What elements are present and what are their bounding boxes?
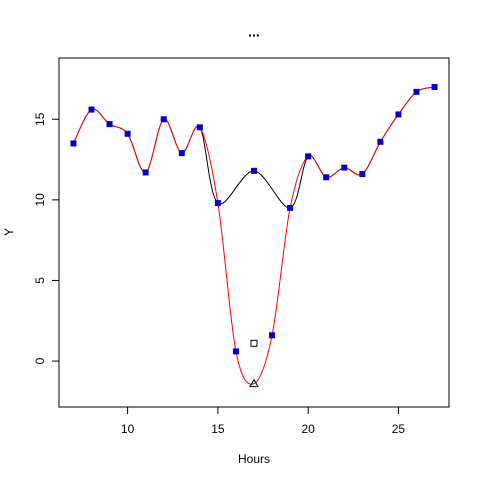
point <box>305 153 312 160</box>
y-tick-label: 10 <box>33 193 47 207</box>
point <box>249 378 259 388</box>
point <box>377 138 384 145</box>
point <box>341 164 348 171</box>
point <box>287 204 294 211</box>
point <box>214 200 221 207</box>
y-tick-label: 0 <box>33 357 47 364</box>
point <box>178 150 185 157</box>
x-tick-label: 10 <box>121 422 135 436</box>
point <box>395 111 402 118</box>
point <box>106 121 113 128</box>
line <box>73 86 435 209</box>
point <box>251 167 257 174</box>
x-axis-label: Hours <box>238 452 270 466</box>
chart-title: ... <box>248 24 260 40</box>
x-tick-label: 15 <box>211 422 225 436</box>
x-tick-label: 20 <box>301 422 315 436</box>
point <box>160 116 167 123</box>
point <box>323 174 330 181</box>
point <box>232 348 239 355</box>
point <box>431 84 438 91</box>
point <box>70 140 77 147</box>
x-tick-label: 25 <box>392 422 406 436</box>
point <box>196 124 203 131</box>
point <box>359 171 366 178</box>
point <box>142 169 149 176</box>
point <box>124 130 131 137</box>
point <box>250 339 258 347</box>
point <box>88 106 95 113</box>
y-tick-label: 15 <box>33 112 47 126</box>
y-axis-label: Y <box>2 228 16 236</box>
point <box>269 332 276 339</box>
line <box>73 86 435 385</box>
y-tick-label: 5 <box>33 277 47 284</box>
plot-frame <box>58 57 450 408</box>
point <box>413 88 420 95</box>
